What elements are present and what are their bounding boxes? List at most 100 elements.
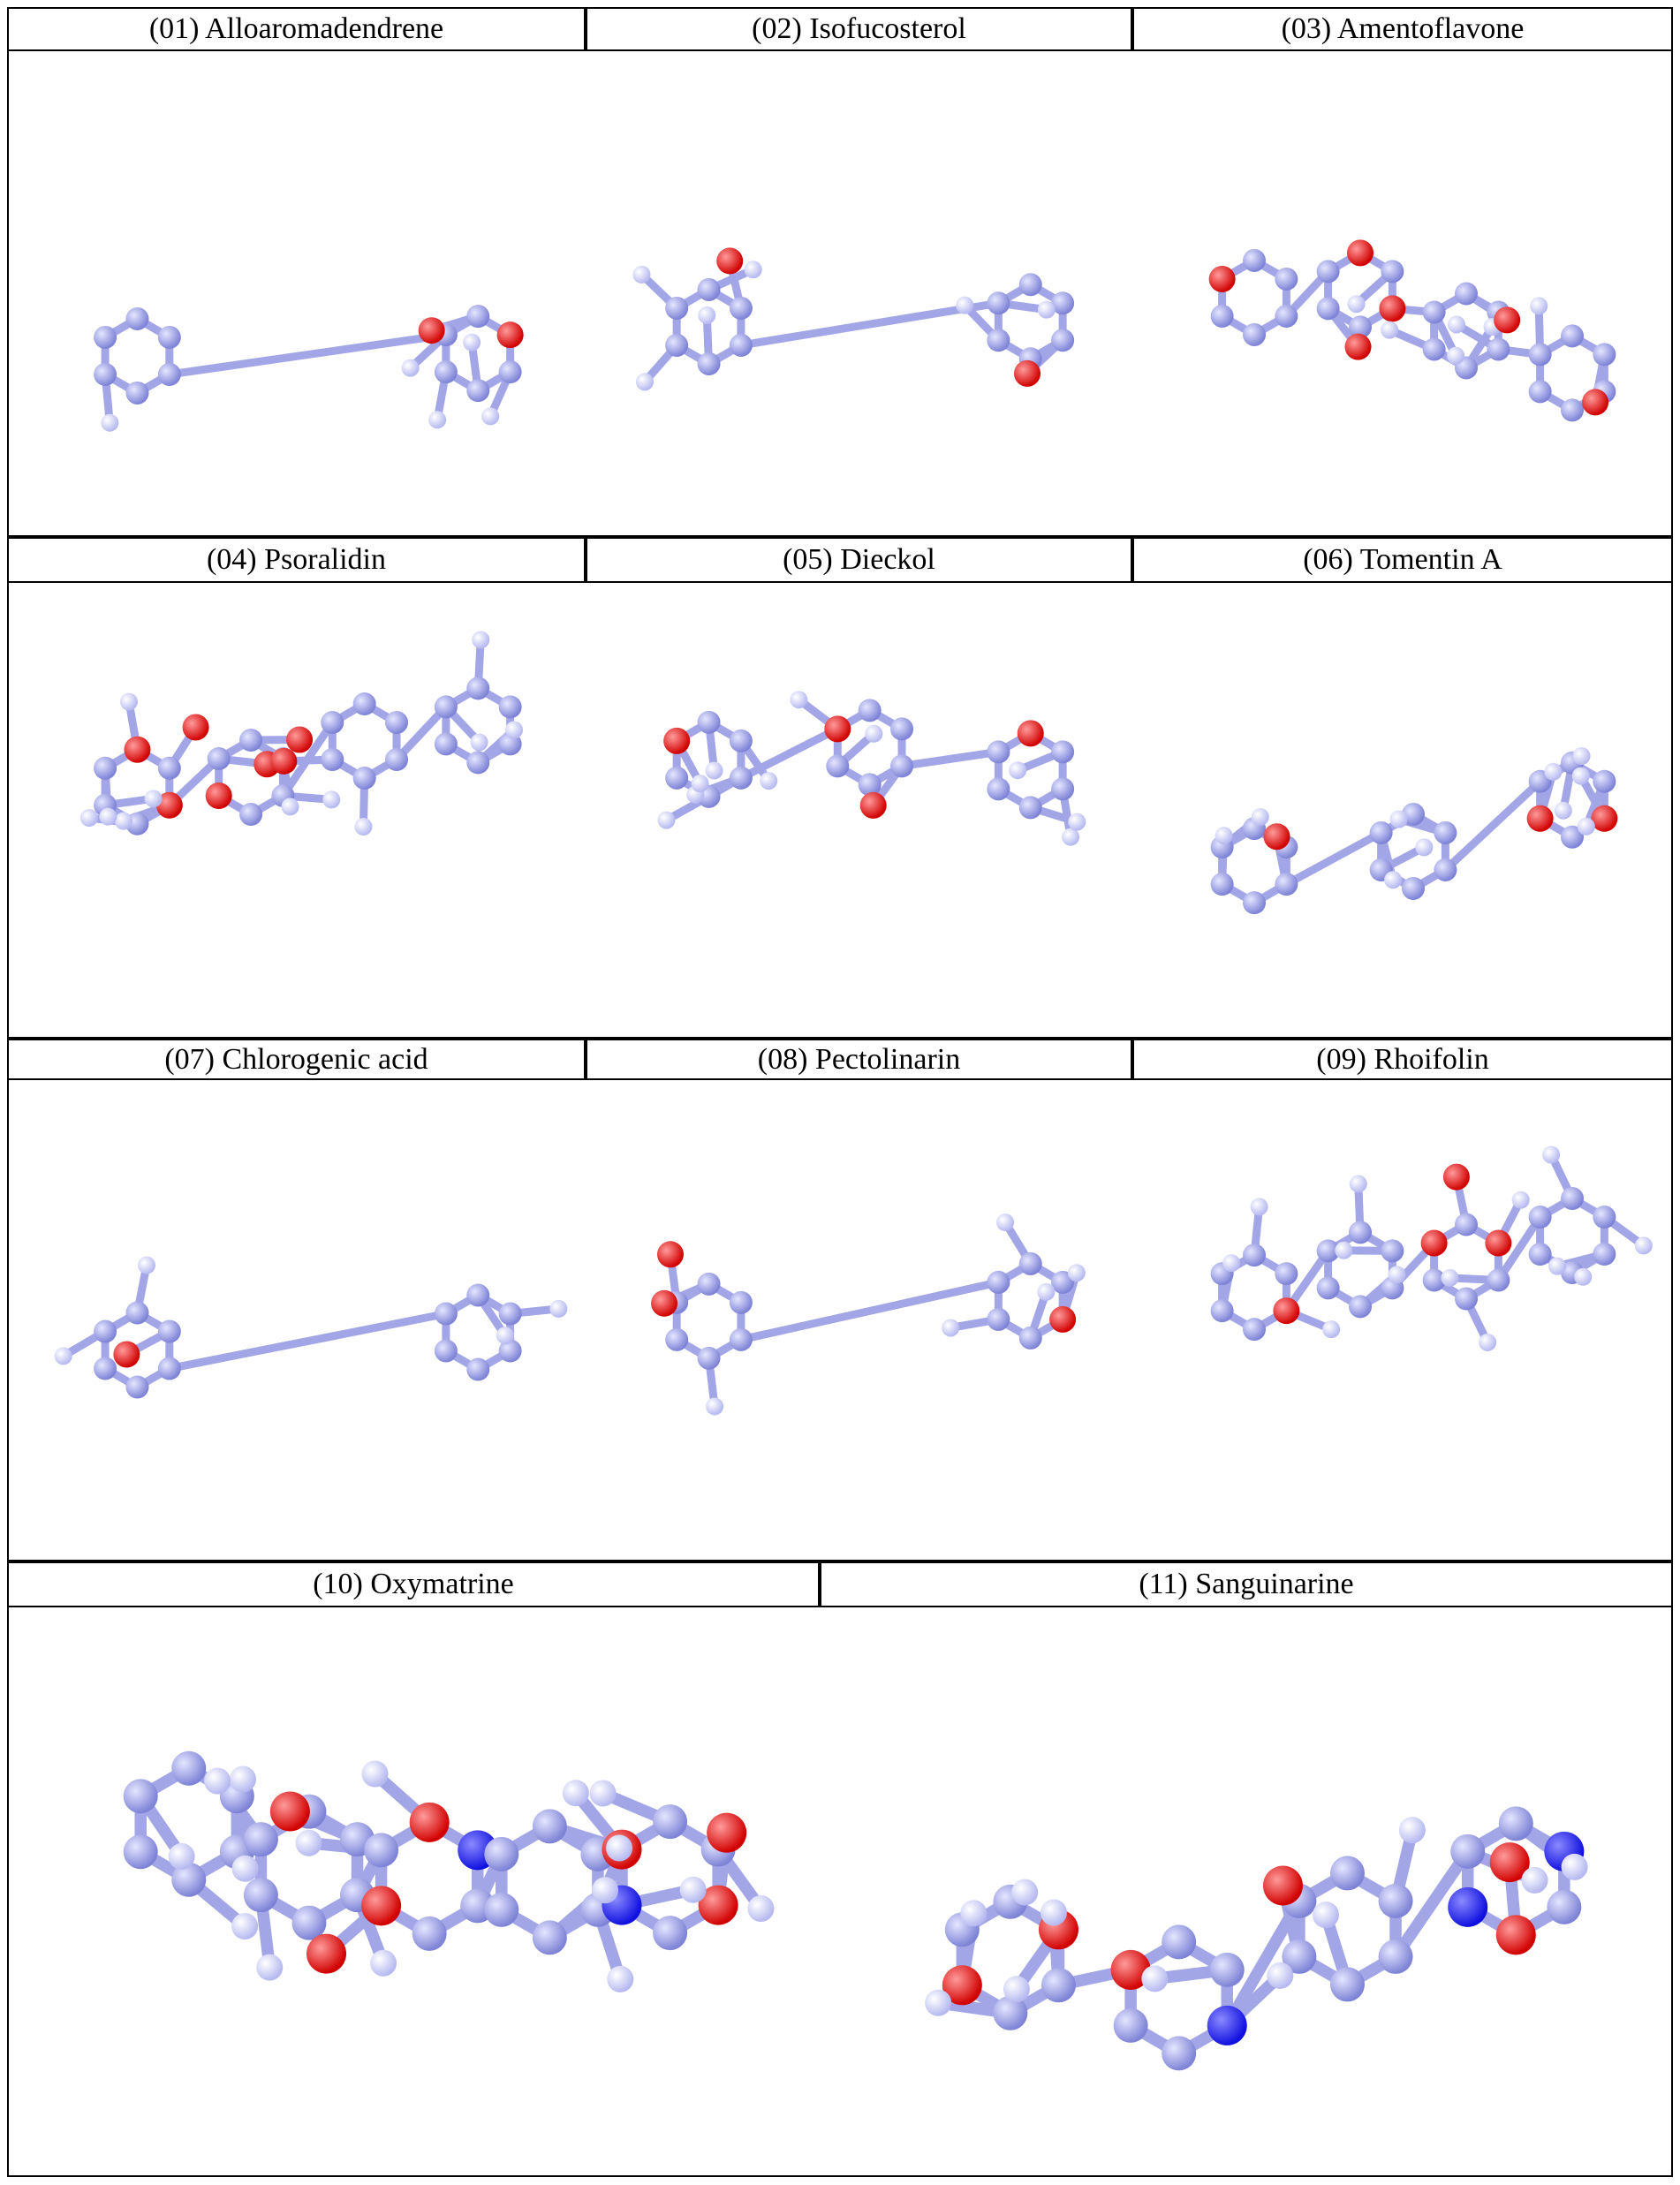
atom [1018, 273, 1042, 297]
atom [1415, 838, 1434, 857]
atom [434, 1302, 458, 1326]
atom [54, 1347, 72, 1365]
atom [364, 1833, 399, 1868]
atom [1162, 2036, 1197, 2071]
atom [361, 1886, 402, 1926]
atom [385, 711, 409, 735]
atom [653, 1804, 688, 1840]
atom [1554, 801, 1572, 820]
atom [679, 1876, 707, 1903]
atom [466, 1283, 490, 1307]
atom [1591, 805, 1618, 832]
atom [589, 1780, 617, 1807]
atom [472, 631, 490, 649]
atom [665, 296, 689, 320]
atom [484, 1836, 519, 1871]
atom [632, 265, 651, 284]
atom [114, 812, 132, 830]
atom [306, 1933, 346, 1974]
atom [463, 333, 481, 352]
atom [858, 699, 882, 722]
atom [858, 773, 882, 797]
atom [354, 817, 373, 835]
atom [1455, 1213, 1478, 1236]
atom [1526, 805, 1554, 832]
atom [496, 1327, 514, 1345]
atom [729, 1290, 753, 1314]
molecule-model [123, 1750, 775, 1992]
atom [744, 261, 762, 279]
atom [1003, 1976, 1030, 2003]
bond [1494, 1213, 1545, 1285]
atom [1040, 1899, 1067, 1926]
molecule-model [925, 1806, 1588, 2071]
atom [1487, 337, 1510, 361]
atom [1014, 359, 1041, 387]
atom [370, 1949, 397, 1977]
atom [1528, 1243, 1552, 1266]
atom [1275, 1262, 1298, 1286]
atom [1369, 820, 1393, 844]
structure-row [7, 49, 1673, 537]
atom [94, 362, 117, 386]
atom [1455, 282, 1478, 306]
atom [635, 373, 654, 391]
bond [897, 747, 1003, 770]
compound-label: (08) Pectolinarin [586, 1039, 1132, 1080]
atom [125, 381, 149, 404]
atom [125, 1375, 149, 1399]
atom [1051, 291, 1075, 315]
compound-label: (06) Tomentin A [1132, 537, 1673, 583]
atom [987, 1307, 1010, 1331]
compound-label: (04) Psoralidin [7, 537, 586, 583]
atom [1263, 823, 1290, 851]
atom [123, 1779, 158, 1814]
bond [1441, 777, 1545, 874]
atom [549, 1299, 568, 1318]
atom [890, 754, 914, 778]
atom [1322, 1320, 1341, 1339]
bond [165, 1310, 450, 1373]
compound-label: (05) Dieckol [586, 537, 1132, 583]
atom [1062, 828, 1080, 846]
atom [125, 1301, 149, 1325]
atom [729, 296, 753, 320]
atom [79, 809, 98, 828]
atom [760, 772, 778, 790]
atom [361, 1760, 389, 1788]
atom [352, 767, 376, 790]
atom [1448, 1886, 1488, 1927]
atom [1208, 265, 1236, 292]
atom [1207, 2005, 1247, 2045]
atom [729, 1327, 753, 1351]
atom [987, 1270, 1010, 1294]
atom [665, 766, 689, 790]
atom [890, 717, 914, 741]
atom [1593, 1243, 1616, 1266]
atom [716, 247, 744, 275]
atom [182, 714, 209, 741]
bond [737, 724, 842, 783]
atom [239, 729, 263, 752]
atom [124, 736, 151, 763]
atom [466, 751, 490, 775]
atom [996, 1213, 1015, 1232]
atom [1316, 1239, 1340, 1263]
atom [281, 798, 299, 816]
atom [113, 1341, 140, 1368]
atom [157, 1357, 181, 1380]
atom [1479, 1333, 1497, 1351]
atom [1495, 1915, 1536, 1955]
atom [1243, 322, 1266, 346]
atom [532, 1920, 567, 1955]
atom [1349, 1175, 1367, 1193]
molecule-model [54, 1256, 568, 1399]
atom [1051, 329, 1075, 352]
atom [1634, 1236, 1653, 1255]
atom [229, 1765, 256, 1793]
atom [295, 1829, 322, 1856]
atom [385, 748, 409, 772]
atom [412, 1916, 447, 1951]
atom [1528, 1206, 1552, 1229]
atom [94, 325, 117, 349]
